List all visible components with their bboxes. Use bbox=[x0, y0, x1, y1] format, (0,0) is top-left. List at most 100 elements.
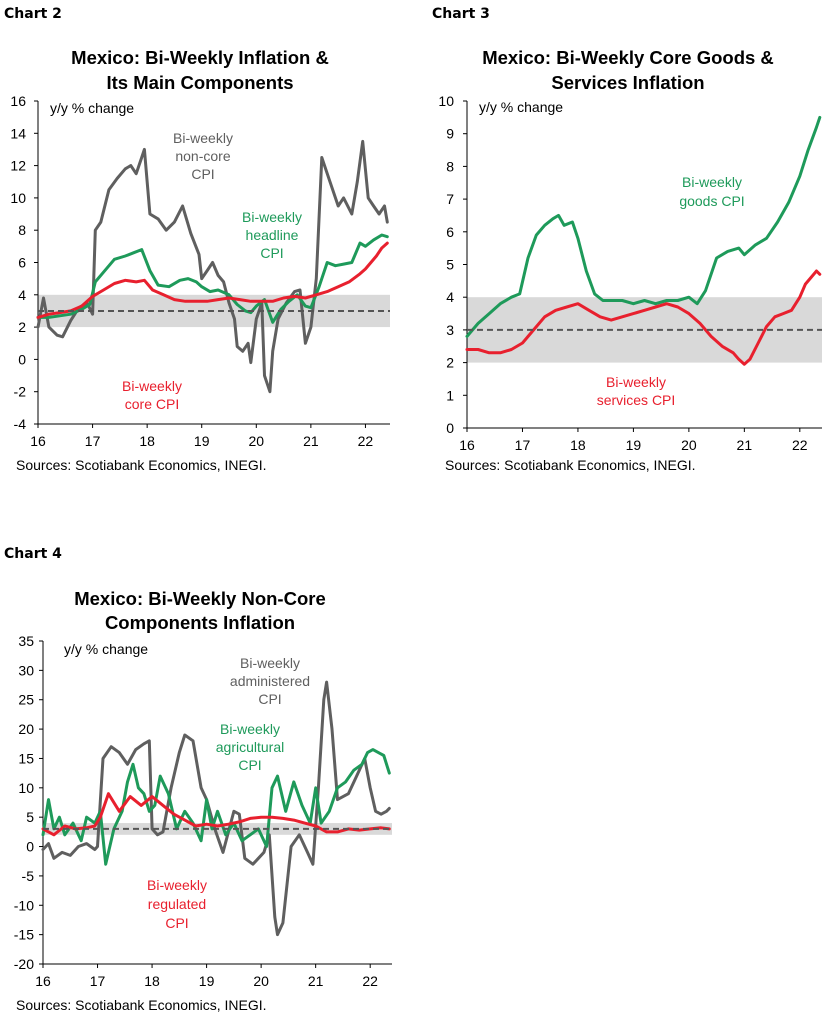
chart-3-ytick-label: 4 bbox=[446, 289, 454, 305]
chart-4-ytick-label: 15 bbox=[18, 750, 34, 766]
chart-4-ytick-label: 35 bbox=[18, 633, 34, 649]
chart-2-xtick-label: 18 bbox=[139, 433, 155, 449]
chart-4-y-unit: y/y % change bbox=[64, 641, 148, 657]
chart-3-xtick-label: 16 bbox=[459, 437, 475, 453]
chart-4-xtick-label: 21 bbox=[308, 973, 324, 989]
chart-2-panel: Chart 2 Mexico: Bi-Weekly Inflation & It… bbox=[0, 0, 414, 480]
chart-2-headline-label-1: Bi-weekly bbox=[242, 209, 302, 225]
chart-4-ytick-label: 30 bbox=[18, 662, 34, 678]
chart-2-title-line-1: Mexico: Bi-Weekly Inflation & bbox=[71, 47, 329, 68]
chart-3-goods-label-2: goods CPI bbox=[679, 193, 744, 209]
chart-4-title-line-1: Mexico: Bi-Weekly Non-Core bbox=[74, 588, 326, 609]
chart-4-administered-label-3: CPI bbox=[258, 691, 281, 707]
chart-4-administered-label-1: Bi-weekly bbox=[240, 655, 300, 671]
chart-4-xtick-label: 17 bbox=[90, 973, 106, 989]
chart-3-ytick-label: 9 bbox=[446, 126, 454, 142]
chart-2-ytick-label: 16 bbox=[10, 93, 26, 109]
chart-2-label: Chart 2 bbox=[4, 6, 62, 22]
chart-2-noncore-label-1: Bi-weekly bbox=[173, 130, 233, 146]
chart-2-ytick-label: 8 bbox=[18, 222, 26, 238]
chart-3-svg: Mexico: Bi-Weekly Core Goods & Services … bbox=[438, 47, 822, 473]
chart-4-xtick-label: 16 bbox=[35, 973, 51, 989]
chart-4-panel: Chart 4 Mexico: Bi-Weekly Non-Core Compo… bbox=[0, 540, 414, 1023]
chart-4-ytick-label: -5 bbox=[22, 868, 35, 884]
chart-2-ytick-label: -4 bbox=[14, 416, 27, 432]
chart-3-ytick-label: 5 bbox=[446, 257, 454, 273]
chart-4-xtick-label: 18 bbox=[144, 973, 160, 989]
chart-3-ytick-label: 6 bbox=[446, 224, 454, 240]
chart-2-core-label-1: Bi-weekly bbox=[122, 378, 182, 394]
chart-3-xtick-label: 20 bbox=[681, 437, 697, 453]
chart-3-services-label-2: services CPI bbox=[597, 392, 676, 408]
chart-2-xtick-label: 21 bbox=[303, 433, 319, 449]
chart-2-xtick-label: 20 bbox=[249, 433, 265, 449]
chart-4-bi-weekly-agricultural-cpi-line bbox=[41, 748, 391, 866]
chart-4-xtick-label: 19 bbox=[199, 973, 215, 989]
chart-2-bi-weekly-headline-cpi-line bbox=[36, 233, 389, 324]
chart-2-ytick-label: 2 bbox=[18, 319, 26, 335]
chart-4-agricultural-label-3: CPI bbox=[238, 757, 261, 773]
chart-2-bi-weekly-core-cpi-line bbox=[36, 241, 389, 319]
chart-2-xtick-label: 17 bbox=[85, 433, 101, 449]
chart-3-bi-weekly-goods-cpi-line bbox=[465, 115, 822, 338]
chart-2-title-line-2: Its Main Components bbox=[106, 72, 293, 93]
chart-3-xtick-label: 21 bbox=[737, 437, 753, 453]
chart-3-goods-label-1: Bi-weekly bbox=[682, 174, 742, 190]
chart-3-ytick-label: 7 bbox=[446, 191, 454, 207]
chart-4-ytick-label: 10 bbox=[18, 780, 34, 796]
chart-4-xtick-label: 20 bbox=[253, 973, 269, 989]
chart-4-ytick-label: -15 bbox=[14, 927, 34, 943]
chart-3-xtick-label: 19 bbox=[626, 437, 642, 453]
chart-3-y-unit: y/y % change bbox=[479, 99, 563, 115]
chart-4-xtick-label: 22 bbox=[362, 973, 378, 989]
chart-3-ytick-label: 0 bbox=[446, 420, 454, 436]
chart-4-administered-label-2: administered bbox=[230, 673, 310, 689]
chart-2-core-label-2: core CPI bbox=[125, 396, 179, 412]
chart-3-ytick-label: 1 bbox=[446, 387, 454, 403]
chart-3-panel: Chart 3 Mexico: Bi-Weekly Core Goods & S… bbox=[414, 0, 828, 480]
chart-4-ytick-label: 20 bbox=[18, 721, 34, 737]
chart-4-bi-weekly-regulated-cpi-line bbox=[41, 792, 391, 837]
chart-2-ytick-label: -2 bbox=[14, 384, 27, 400]
chart-4-regulated-label-2: regulated bbox=[148, 896, 206, 912]
chart-2-xtick-label: 16 bbox=[30, 433, 46, 449]
chart-2-headline-label-2: headline bbox=[246, 227, 299, 243]
chart-3-ytick-label: 10 bbox=[438, 93, 454, 109]
chart-2-ytick-label: 14 bbox=[10, 125, 26, 141]
chart-4-title-line-2: Components Inflation bbox=[105, 612, 295, 633]
chart-4-svg: Mexico: Bi-Weekly Non-Core Components In… bbox=[14, 588, 392, 1013]
chart-3-services-label-1: Bi-weekly bbox=[606, 374, 666, 390]
chart-3-source: Sources: Scotiabank Economics, INEGI. bbox=[445, 457, 696, 473]
chart-3-xtick-label: 18 bbox=[570, 437, 586, 453]
chart-2-source: Sources: Scotiabank Economics, INEGI. bbox=[16, 457, 267, 473]
chart-3-label: Chart 3 bbox=[432, 6, 490, 22]
chart-4-regulated-label-1: Bi-weekly bbox=[147, 877, 207, 893]
chart-4-regulated-label-3: CPI bbox=[165, 915, 188, 931]
chart-3-title-line-2: Services Inflation bbox=[551, 72, 704, 93]
chart-4-ytick-label: 25 bbox=[18, 692, 34, 708]
chart-2-headline-label-3: CPI bbox=[260, 245, 283, 261]
chart-3-ytick-label: 2 bbox=[446, 355, 454, 371]
chart-2-ytick-label: 12 bbox=[10, 158, 26, 174]
chart-2-ytick-label: 6 bbox=[18, 255, 26, 271]
chart-3-xtick-label: 22 bbox=[792, 437, 808, 453]
chart-2-xtick-label: 19 bbox=[194, 433, 210, 449]
chart-4-bi-weekly-administered-cpi-line bbox=[41, 680, 391, 937]
chart-2-noncore-label-2: non-core bbox=[175, 148, 230, 164]
chart-3-ytick-label: 8 bbox=[446, 158, 454, 174]
chart-4-ytick-label: 5 bbox=[26, 809, 34, 825]
chart-2-xtick-label: 22 bbox=[358, 433, 374, 449]
chart-3-ytick-label: 3 bbox=[446, 322, 454, 338]
chart-3-title-line-1: Mexico: Bi-Weekly Core Goods & bbox=[482, 47, 774, 68]
chart-4-ytick-label: 0 bbox=[26, 839, 34, 855]
chart-4-label: Chart 4 bbox=[4, 546, 62, 562]
chart-2-ytick-label: 0 bbox=[18, 351, 26, 367]
chart-4-ytick-label: -20 bbox=[14, 956, 34, 972]
chart-4-ytick-label: -10 bbox=[14, 897, 34, 913]
chart-2-svg: Mexico: Bi-Weekly Inflation & Its Main C… bbox=[10, 47, 390, 473]
chart-3-xtick-label: 17 bbox=[515, 437, 531, 453]
chart-2-noncore-label-3: CPI bbox=[191, 166, 214, 182]
